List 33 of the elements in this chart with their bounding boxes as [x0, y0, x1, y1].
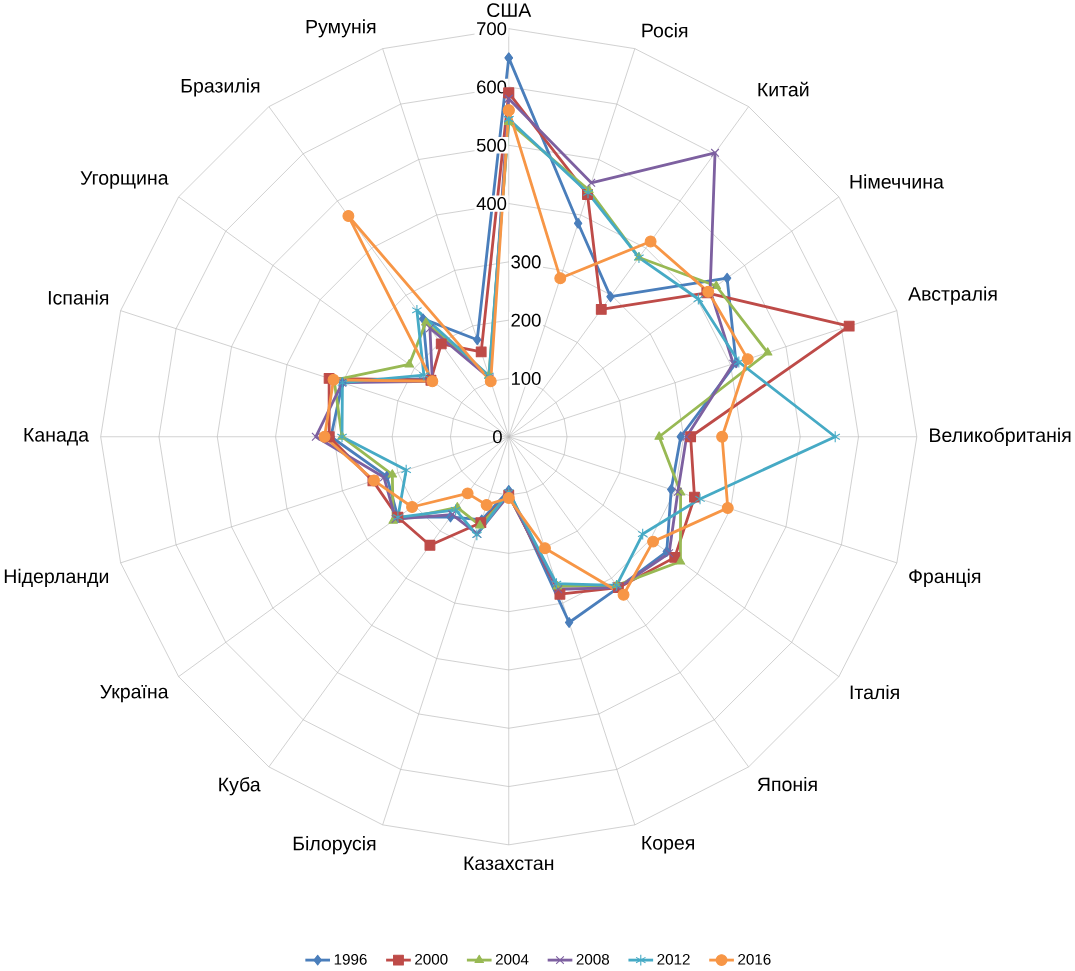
y-tick-label: 300: [511, 255, 541, 269]
spoke-label: Японія: [757, 777, 817, 792]
spoke-label: Німеччина: [850, 174, 944, 189]
spoke-label: Румунія: [306, 19, 376, 38]
spoke-label: Бразилія: [181, 78, 260, 97]
legend-label: 2000: [415, 954, 448, 965]
spoke-label: Росія: [642, 23, 688, 38]
y-tick-label: 200: [511, 313, 541, 327]
legend-label: 2008: [576, 954, 610, 965]
legend-label: 2016: [738, 954, 771, 965]
spoke-label: Великобританія: [930, 427, 1071, 447]
legend-label: 2012: [657, 954, 690, 965]
spoke-label: Китай: [758, 82, 809, 97]
legend-label: 2004: [495, 954, 529, 965]
y-tick-label: 500: [476, 138, 507, 153]
spoke-label: Італія: [850, 685, 899, 700]
spoke-label: Білорусія: [293, 836, 376, 855]
spoke-label: США: [487, 3, 532, 18]
spoke-label: Казахстан: [464, 856, 554, 871]
spoke-label: Нідерланди: [4, 569, 109, 588]
spoke-label: Угорщина: [80, 171, 169, 189]
spoke-label: Куба: [219, 777, 261, 796]
spoke-label: Австралія: [908, 286, 997, 305]
spoke-label: Франція: [909, 569, 981, 588]
y-tick-label: 0: [493, 430, 502, 444]
y-tick-label: 700: [477, 22, 507, 36]
spoke-label: Канада: [24, 428, 90, 446]
spoke-label: Іспанія: [48, 290, 109, 305]
legend-label: 1996: [334, 954, 367, 965]
y-tick-label: 100: [512, 372, 541, 386]
spoke-label: Україна: [100, 685, 169, 703]
y-tick-label: 400: [476, 197, 507, 211]
spoke-label: Корея: [642, 836, 694, 854]
